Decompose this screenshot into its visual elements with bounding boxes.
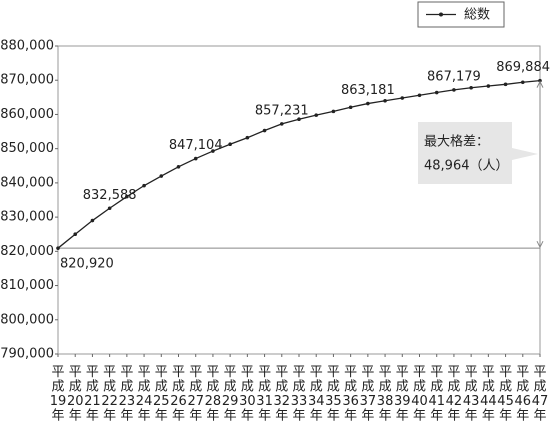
point (417, 93, 422, 98)
y-tick-label: 880,000 (0, 39, 54, 54)
data-label: 867,179 (427, 69, 481, 84)
point (211, 149, 215, 153)
legend-marker (439, 12, 443, 17)
x-tick-label: 平成 47 年 (532, 365, 549, 424)
point (297, 117, 301, 122)
x-tick-label: 平成 40 年 (411, 365, 428, 424)
point (314, 113, 319, 117)
point (73, 232, 78, 237)
x-tick-label: 平成 44 年 (480, 365, 497, 424)
y-tick-label: 860,000 (0, 107, 54, 122)
y-tick-label: 790,000 (0, 347, 54, 362)
annotation-box (418, 122, 512, 184)
x-tick-label: 平成 32 年 (274, 365, 291, 424)
x-tick-label: 平成 30 年 (239, 365, 256, 424)
x-tick-label: 平成 39 年 (394, 365, 411, 424)
arrow-head (536, 80, 544, 88)
point (279, 122, 284, 126)
annotation: 48,964（人） (424, 159, 509, 174)
x-tick-label: 平成 46 年 (515, 365, 532, 424)
x-tick-label: 平成 24 年 (136, 365, 153, 424)
x-tick-label: 平成 21 年 (84, 365, 101, 424)
y-tick-label: 850,000 (0, 141, 54, 156)
x-tick-label: 平成 43 年 (463, 365, 480, 424)
x-tick-label: 平成 27 年 (187, 365, 204, 424)
annotation-pointer (512, 148, 538, 160)
x-tick-label: 平成 20 年 (67, 365, 84, 424)
point (434, 90, 439, 95)
x-tick-label: 平成 19 年 (50, 365, 67, 424)
data-label: 847,104 (169, 138, 223, 153)
data-label: 863,181 (341, 83, 395, 98)
point (366, 101, 370, 106)
x-tick-label: 平成 22 年 (101, 365, 118, 424)
x-tick-label: 平成 29 年 (222, 365, 239, 424)
point (125, 194, 129, 199)
x-tick-label: 平成 38 年 (377, 365, 394, 424)
point (469, 85, 473, 90)
x-tick-label: 平成 41 年 (428, 365, 445, 424)
y-tick-label: 840,000 (0, 175, 54, 190)
data-label: 832,588 (83, 188, 137, 203)
point (383, 98, 387, 103)
x-tick-label: 平成 37 年 (360, 365, 377, 424)
x-tick-label: 平成 42 年 (446, 365, 463, 424)
point (486, 84, 491, 88)
point (142, 183, 146, 188)
point (193, 156, 198, 161)
y-tick-label: 820,000 (0, 244, 54, 259)
y-tick-label: 800,000 (0, 312, 54, 327)
annotation: 最大格差： (424, 134, 489, 150)
point (245, 135, 250, 140)
point (331, 109, 336, 114)
y-tick-label: 810,000 (0, 278, 54, 293)
x-tick-label: 平成 36 年 (342, 365, 359, 424)
point (452, 88, 456, 92)
legend-label: 総数 (464, 8, 490, 23)
arrow-head (536, 240, 544, 249)
y-tick-label: 830,000 (0, 210, 54, 225)
y-tick-label: 870,000 (0, 73, 54, 88)
point (503, 82, 508, 87)
point (228, 142, 232, 147)
data-label: 820,920 (60, 257, 114, 272)
point (348, 105, 353, 110)
x-tick-label: 平成 25 年 (153, 365, 170, 424)
x-tick-label: 平成 34 年 (308, 365, 325, 424)
x-tick-label: 平成 35 年 (325, 365, 342, 424)
point (262, 128, 267, 133)
x-tick-label: 平成 28 年 (205, 365, 222, 424)
point (159, 174, 164, 178)
x-tick-label: 平成 23 年 (119, 365, 136, 424)
point (90, 218, 95, 223)
data-label: 857,231 (255, 103, 309, 118)
data-label: 869,884 (496, 60, 550, 75)
point (520, 80, 525, 85)
x-tick-label: 平成 31 年 (256, 365, 273, 424)
point (176, 165, 181, 169)
x-tick-label: 平成 45 年 (497, 365, 514, 424)
point (400, 96, 405, 100)
point (107, 206, 112, 211)
x-tick-label: 平成 33 年 (291, 365, 308, 424)
x-tick-label: 平成 26 年 (170, 365, 187, 424)
point (56, 246, 60, 250)
